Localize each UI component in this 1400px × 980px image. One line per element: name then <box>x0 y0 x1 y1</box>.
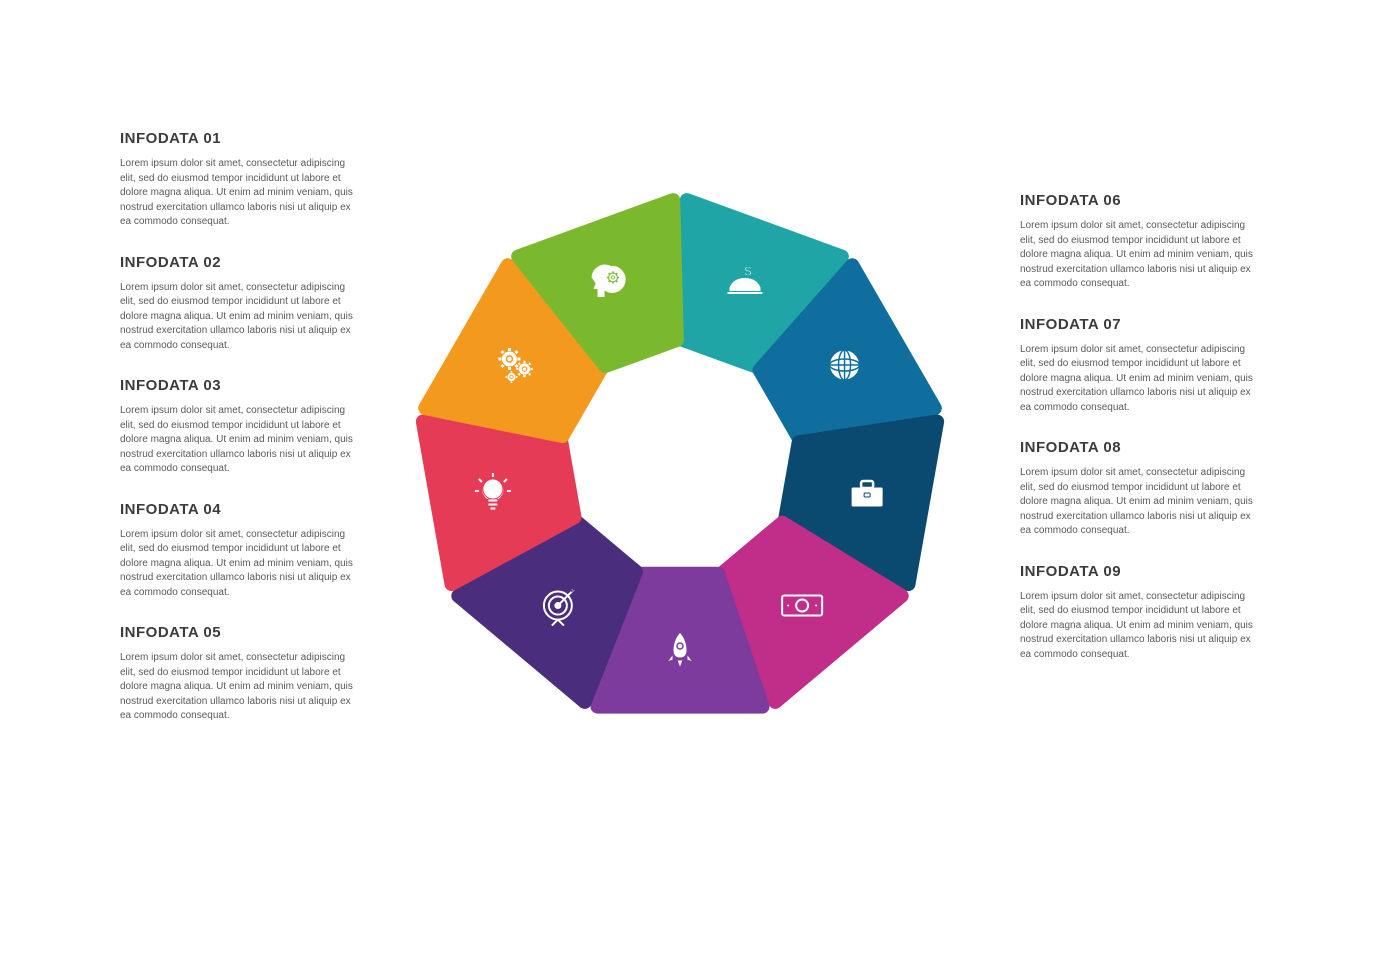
info-block-04: INFODATA 04 Lorem ipsum dolor sit amet, … <box>120 501 360 601</box>
info-body: Lorem ipsum dolor sit amet, consectetur … <box>120 281 360 354</box>
info-block-08: INFODATA 08 Lorem ipsum dolor sit amet, … <box>1020 439 1260 539</box>
info-block-05: INFODATA 05 Lorem ipsum dolor sit amet, … <box>120 624 360 724</box>
wheel-svg <box>400 180 960 740</box>
info-title: INFODATA 03 <box>120 377 360 394</box>
info-block-06: INFODATA 06 Lorem ipsum dolor sit amet, … <box>1020 192 1260 292</box>
right-column: INFODATA 06 Lorem ipsum dolor sit amet, … <box>1020 192 1260 686</box>
info-body: Lorem ipsum dolor sit amet, consectetur … <box>120 651 360 724</box>
info-title: INFODATA 07 <box>1020 316 1260 333</box>
info-block-01: INFODATA 01 Lorem ipsum dolor sit amet, … <box>120 130 360 230</box>
info-title: INFODATA 01 <box>120 130 360 147</box>
info-body: Lorem ipsum dolor sit amet, consectetur … <box>120 528 360 601</box>
info-body: Lorem ipsum dolor sit amet, consectetur … <box>1020 590 1260 663</box>
info-body: Lorem ipsum dolor sit amet, consectetur … <box>1020 219 1260 292</box>
info-body: Lorem ipsum dolor sit amet, consectetur … <box>1020 466 1260 539</box>
info-body: Lorem ipsum dolor sit amet, consectetur … <box>120 157 360 230</box>
segment-wheel <box>400 180 960 740</box>
info-block-09: INFODATA 09 Lorem ipsum dolor sit amet, … <box>1020 563 1260 663</box>
info-block-07: INFODATA 07 Lorem ipsum dolor sit amet, … <box>1020 316 1260 416</box>
info-title: INFODATA 05 <box>120 624 360 641</box>
info-title: INFODATA 02 <box>120 254 360 271</box>
info-title: INFODATA 08 <box>1020 439 1260 456</box>
info-block-02: INFODATA 02 Lorem ipsum dolor sit amet, … <box>120 254 360 354</box>
globe-icon <box>830 350 860 380</box>
info-body: Lorem ipsum dolor sit amet, consectetur … <box>120 404 360 477</box>
info-block-03: INFODATA 03 Lorem ipsum dolor sit amet, … <box>120 377 360 477</box>
info-title: INFODATA 06 <box>1020 192 1260 209</box>
info-title: INFODATA 04 <box>120 501 360 518</box>
info-title: INFODATA 09 <box>1020 563 1260 580</box>
info-body: Lorem ipsum dolor sit amet, consectetur … <box>1020 343 1260 416</box>
left-column: INFODATA 01 Lorem ipsum dolor sit amet, … <box>120 130 360 748</box>
